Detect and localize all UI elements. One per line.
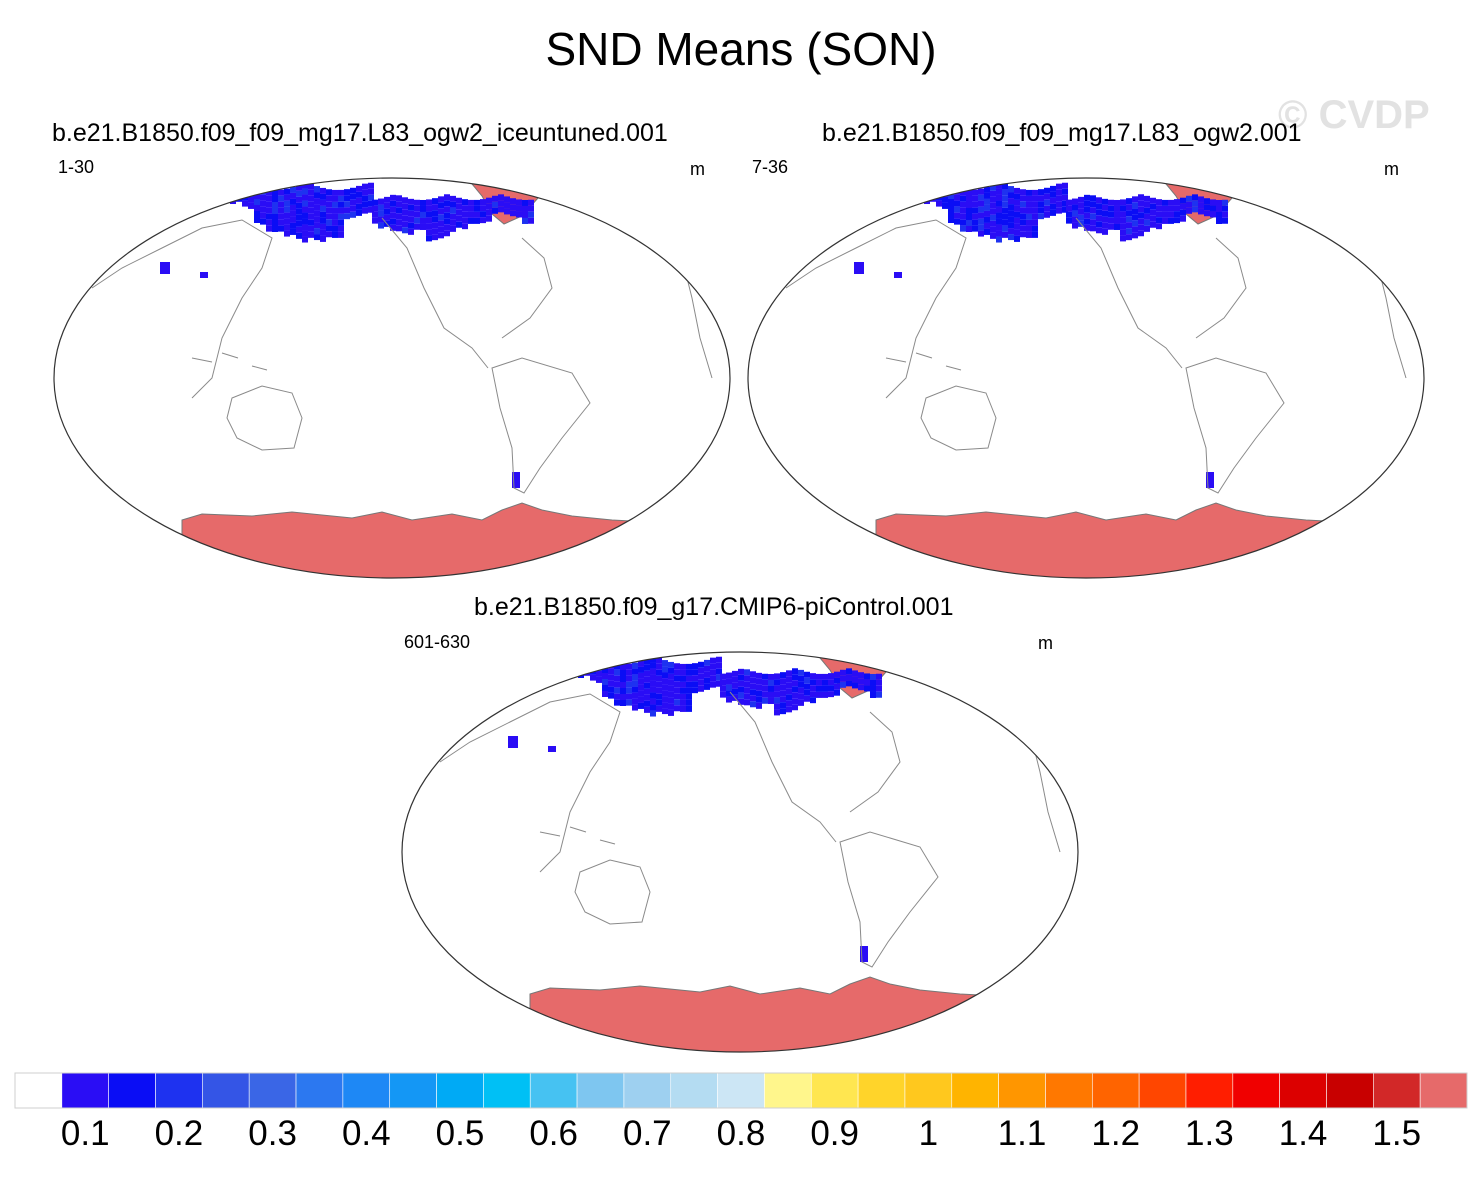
colorbar-box: [202, 1072, 250, 1109]
figure-title: SND Means (SON): [545, 23, 937, 75]
panel-2-title: b.e21.B1850.f09_f09_mg17.L83_ogw2.001: [822, 119, 1302, 147]
colorbar-box: [951, 1072, 999, 1109]
colorbar-box: [14, 1072, 63, 1109]
map-boundary: [747, 177, 1425, 579]
colorbar-box: [389, 1072, 437, 1109]
tibet-snow-patch: [160, 262, 170, 274]
colorbar-tick-label: 0.9: [810, 1114, 859, 1153]
eurasia-snow-cover: [530, 656, 722, 717]
central-asia-snow-patch: [548, 746, 556, 752]
colorbar-box: [576, 1072, 625, 1109]
andes-snow-patch: [512, 472, 520, 488]
panel-2-years: 7-36: [752, 157, 789, 177]
colorbar-tick-label: 1.3: [1185, 1114, 1234, 1153]
tibet-snow-patch: [508, 736, 518, 748]
colorbar-box: [1091, 1072, 1140, 1109]
eurasia-snow-cover: [182, 182, 374, 243]
panel-2-units: m: [1384, 159, 1399, 179]
tibet-snow-patch: [854, 262, 864, 274]
panel-3-years: 601-630: [404, 632, 471, 652]
colorbar-box: [623, 1072, 672, 1109]
colorbar-box: [155, 1072, 203, 1109]
panel-1-years: 1-30: [58, 157, 95, 177]
north-america-snow-cover: [720, 668, 882, 716]
map-boundary: [53, 177, 731, 579]
colorbar-box: [670, 1072, 718, 1109]
colorbar-box: [1045, 1072, 1093, 1109]
colorbar-tick-label: 1.5: [1372, 1114, 1422, 1153]
colorbar-box: [1326, 1072, 1374, 1109]
colorbar-box: [108, 1072, 156, 1109]
panel-1-title: b.e21.B1850.f09_f09_mg17.L83_ogw2_iceunt…: [52, 119, 668, 147]
colorbar-box: [295, 1072, 344, 1109]
panel-1-map: [53, 177, 731, 579]
map-boundary: [401, 651, 1079, 1053]
colorbar-box: [717, 1072, 765, 1109]
central-asia-snow-patch: [200, 272, 208, 278]
colorbar-box: [1185, 1072, 1234, 1109]
panel-3-title: b.e21.B1850.f09_g17.CMIP6-piControl.001: [474, 593, 954, 621]
colorbar-box: [436, 1072, 484, 1109]
colorbar-box: [764, 1072, 812, 1109]
colorbar-box: [810, 1072, 859, 1109]
colorbar-box: [998, 1072, 1046, 1109]
antarctica-snow-region: [529, 976, 1001, 1052]
colorbar-box: [904, 1072, 953, 1109]
colorbar-tick-label: 1.2: [1091, 1114, 1141, 1153]
colorbar-tick-label: 0.8: [716, 1114, 766, 1153]
coastlines: [439, 691, 1061, 968]
colorbar-tick-label: 1.4: [1278, 1114, 1328, 1153]
central-asia-snow-patch: [894, 272, 902, 278]
colorbar-tick-label: 1: [918, 1114, 939, 1153]
colorbar-tick-label: 0.5: [435, 1114, 485, 1153]
colorbar-box: [1232, 1072, 1280, 1109]
colorbar-tick-label: 0.1: [60, 1114, 110, 1153]
colorbar-box: [248, 1072, 297, 1109]
north-america-snow-cover: [1066, 194, 1228, 242]
andes-snow-patch: [1206, 472, 1214, 488]
andes-snow-patch: [860, 946, 868, 962]
panel-3-map: [401, 651, 1079, 1053]
colorbar-box: [529, 1072, 578, 1109]
eurasia-snow-cover: [876, 182, 1068, 243]
colorbar-box: [1279, 1072, 1327, 1109]
colorbar-box: [483, 1072, 531, 1109]
colorbar-box: [1419, 1072, 1468, 1109]
panel-2-map: [747, 177, 1425, 579]
colorbar-tick-label: 0.3: [248, 1114, 297, 1153]
colorbar-tick-label: 0.2: [154, 1114, 204, 1153]
colorbar-tick-label: 1.1: [997, 1114, 1047, 1153]
colorbar-box: [342, 1072, 391, 1109]
north-america-snow-cover: [372, 194, 534, 242]
colorbar-tick-label: 0.4: [341, 1114, 391, 1153]
colorbar-tick-label: 0.7: [622, 1114, 672, 1153]
colorbar-box: [61, 1072, 109, 1109]
antarctica-snow-region: [181, 502, 653, 578]
cvdp-watermark: © CVDP: [1278, 93, 1430, 137]
colorbar-box: [1138, 1072, 1187, 1109]
colorbar-box: [857, 1072, 906, 1109]
panel-3-units: m: [1038, 633, 1053, 653]
colorbar-frame: [14, 1072, 1468, 1109]
panel-1-units: m: [690, 159, 705, 179]
colorbar-tick-label: 0.6: [529, 1114, 578, 1153]
coastlines: [91, 217, 713, 494]
antarctica-snow-region: [875, 502, 1347, 578]
colorbar-box: [1373, 1072, 1421, 1109]
coastlines: [785, 217, 1407, 494]
